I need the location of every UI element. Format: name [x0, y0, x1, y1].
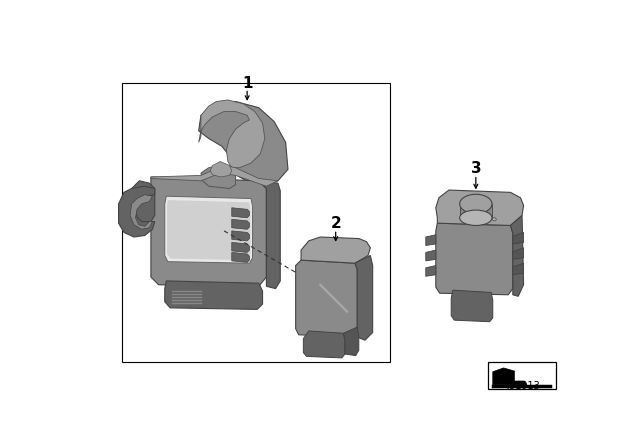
Polygon shape: [259, 181, 280, 289]
Polygon shape: [511, 215, 524, 296]
Polygon shape: [151, 165, 278, 186]
Ellipse shape: [460, 194, 492, 214]
Ellipse shape: [492, 218, 496, 221]
Polygon shape: [436, 190, 524, 225]
Polygon shape: [167, 200, 250, 260]
Polygon shape: [426, 266, 436, 276]
Polygon shape: [493, 368, 527, 385]
Polygon shape: [301, 237, 371, 263]
Text: 1: 1: [242, 76, 252, 90]
Polygon shape: [151, 177, 266, 286]
Polygon shape: [129, 181, 155, 223]
Text: 2: 2: [330, 215, 341, 231]
Text: 3: 3: [470, 161, 481, 176]
Text: 491913: 491913: [504, 381, 541, 391]
Polygon shape: [303, 331, 345, 358]
Polygon shape: [232, 208, 250, 218]
Polygon shape: [232, 252, 250, 263]
Polygon shape: [164, 281, 262, 310]
Polygon shape: [198, 100, 265, 168]
Polygon shape: [344, 327, 359, 356]
Polygon shape: [513, 263, 524, 275]
Polygon shape: [118, 186, 155, 237]
Polygon shape: [460, 204, 492, 218]
Bar: [488, 362, 556, 389]
Polygon shape: [164, 196, 253, 263]
Polygon shape: [426, 250, 436, 261]
Polygon shape: [232, 242, 250, 252]
Ellipse shape: [460, 210, 492, 225]
Polygon shape: [513, 248, 524, 259]
Polygon shape: [210, 162, 232, 177]
Polygon shape: [451, 290, 493, 322]
Polygon shape: [232, 220, 250, 229]
Polygon shape: [232, 231, 250, 241]
Polygon shape: [201, 165, 236, 189]
Polygon shape: [198, 102, 288, 185]
Polygon shape: [130, 195, 152, 229]
Polygon shape: [436, 223, 513, 295]
Polygon shape: [513, 233, 524, 244]
Polygon shape: [426, 235, 436, 246]
Polygon shape: [355, 255, 372, 340]
Polygon shape: [296, 260, 357, 337]
Bar: [122, 83, 390, 362]
